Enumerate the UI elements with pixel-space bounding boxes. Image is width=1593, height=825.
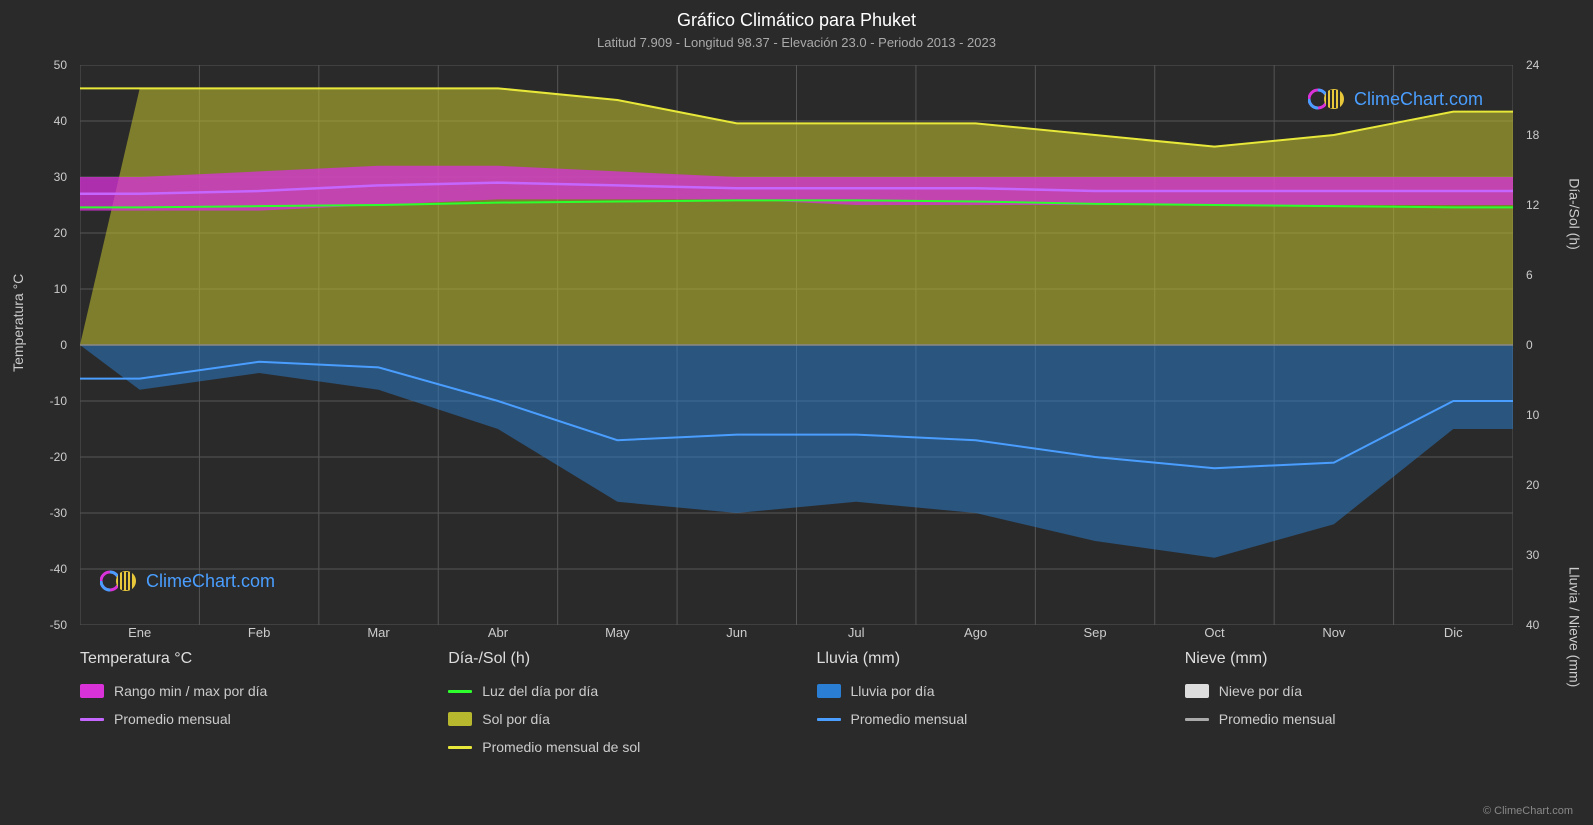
x-tick-month: Jul (848, 625, 865, 640)
y-axis-right-ticks: 0612182410203040 (1518, 65, 1593, 625)
legend-line-icon (448, 690, 472, 693)
legend-item: Promedio mensual de sol (448, 739, 776, 755)
x-tick-month: Feb (248, 625, 270, 640)
x-tick-month: Nov (1322, 625, 1345, 640)
x-tick-month: Mar (367, 625, 389, 640)
legend-group: Temperatura °C Rango min / max por día Pro… (80, 650, 408, 800)
legend-item-label: Promedio mensual (851, 711, 968, 727)
x-tick-month: Ene (128, 625, 151, 640)
legend-item-label: Promedio mensual (114, 711, 231, 727)
legend-line-icon (817, 718, 841, 721)
copyright: © ClimeChart.com (1483, 805, 1573, 817)
y-left-tick: 40 (54, 114, 67, 128)
legend-group-title: Lluvia (mm) (817, 650, 1145, 668)
legend-swatch-icon (448, 712, 472, 726)
legend-swatch-icon (817, 684, 841, 698)
legend-swatch-icon (1185, 684, 1209, 698)
y-left-tick: 10 (54, 282, 67, 296)
legend-group: Día-/Sol (h) Luz del día por día Sol por d… (448, 650, 776, 800)
y-left-tick: 20 (54, 226, 67, 240)
legend-group-title: Nieve (mm) (1185, 650, 1513, 668)
y-left-tick: -40 (50, 562, 67, 576)
x-tick-month: Oct (1204, 625, 1224, 640)
watermark-top: ClimeChart.com (1308, 85, 1483, 113)
x-tick-month: Dic (1444, 625, 1463, 640)
legend-item-label: Rango min / max por día (114, 683, 267, 699)
x-tick-month: Abr (488, 625, 508, 640)
x-tick-month: Jun (726, 625, 747, 640)
y-left-tick: -10 (50, 394, 67, 408)
x-tick-month: May (605, 625, 630, 640)
legend: Temperatura °C Rango min / max por día Pro… (80, 650, 1513, 800)
legend-item: Sol por día (448, 711, 776, 727)
legend-group-title: Temperatura °C (80, 650, 408, 668)
y-left-tick: -20 (50, 450, 67, 464)
legend-group-title: Día-/Sol (h) (448, 650, 776, 668)
legend-swatch-icon (80, 684, 104, 698)
brand-logo-icon (1308, 85, 1348, 113)
y-right-tick: 20 (1526, 478, 1539, 492)
legend-line-icon (1185, 718, 1209, 721)
chart-title: Gráfico Climático para Phuket (0, 0, 1593, 31)
climate-chart: Gráfico Climático para Phuket Latitud 7.… (0, 0, 1593, 825)
brand-logo-icon (100, 567, 140, 595)
watermark-bottom: ClimeChart.com (100, 567, 275, 595)
y-right-tick: 10 (1526, 408, 1539, 422)
plot-area: ClimeChart.com ClimeChart.com (80, 65, 1513, 625)
y-right-tick: 18 (1526, 128, 1539, 142)
y-left-tick: 30 (54, 170, 67, 184)
y-right-tick: 12 (1526, 198, 1539, 212)
legend-group: Nieve (mm) Nieve por día Promedio mensual (1185, 650, 1513, 800)
legend-item: Rango min / max por día (80, 683, 408, 699)
chart-subtitle: Latitud 7.909 - Longitud 98.37 - Elevaci… (0, 31, 1593, 50)
legend-item-label: Lluvia por día (851, 683, 935, 699)
legend-item-label: Sol por día (482, 711, 550, 727)
y-left-tick: -50 (50, 618, 67, 632)
brand-text: ClimeChart.com (146, 571, 275, 592)
y-axis-left-ticks: -50-40-30-20-1001020304050 (0, 65, 75, 625)
legend-item-label: Nieve por día (1219, 683, 1302, 699)
legend-item-label: Luz del día por día (482, 683, 598, 699)
legend-line-icon (448, 746, 472, 749)
y-left-tick: -30 (50, 506, 67, 520)
legend-item: Nieve por día (1185, 683, 1513, 699)
x-tick-month: Sep (1083, 625, 1106, 640)
y-left-tick: 50 (54, 58, 67, 72)
legend-group: Lluvia (mm) Lluvia por día Promedio mensua… (817, 650, 1145, 800)
y-right-tick: 30 (1526, 548, 1539, 562)
brand-text: ClimeChart.com (1354, 89, 1483, 110)
y-right-tick: 40 (1526, 618, 1539, 632)
legend-item-label: Promedio mensual de sol (482, 739, 640, 755)
y-right-tick: 0 (1526, 338, 1533, 352)
legend-line-icon (80, 718, 104, 721)
legend-item: Promedio mensual (1185, 711, 1513, 727)
legend-item: Promedio mensual (80, 711, 408, 727)
legend-item: Promedio mensual (817, 711, 1145, 727)
legend-item-label: Promedio mensual (1219, 711, 1336, 727)
y-right-tick: 6 (1526, 268, 1533, 282)
x-tick-month: Ago (964, 625, 987, 640)
plot-svg (80, 65, 1513, 625)
y-left-tick: 0 (60, 338, 67, 352)
x-axis-ticks: Ene Feb Mar Abr May Jun Jul Ago Sep Oct Nov Dic (80, 625, 1513, 645)
legend-item: Luz del día por día (448, 683, 776, 699)
y-right-tick: 24 (1526, 58, 1539, 72)
legend-item: Lluvia por día (817, 683, 1145, 699)
